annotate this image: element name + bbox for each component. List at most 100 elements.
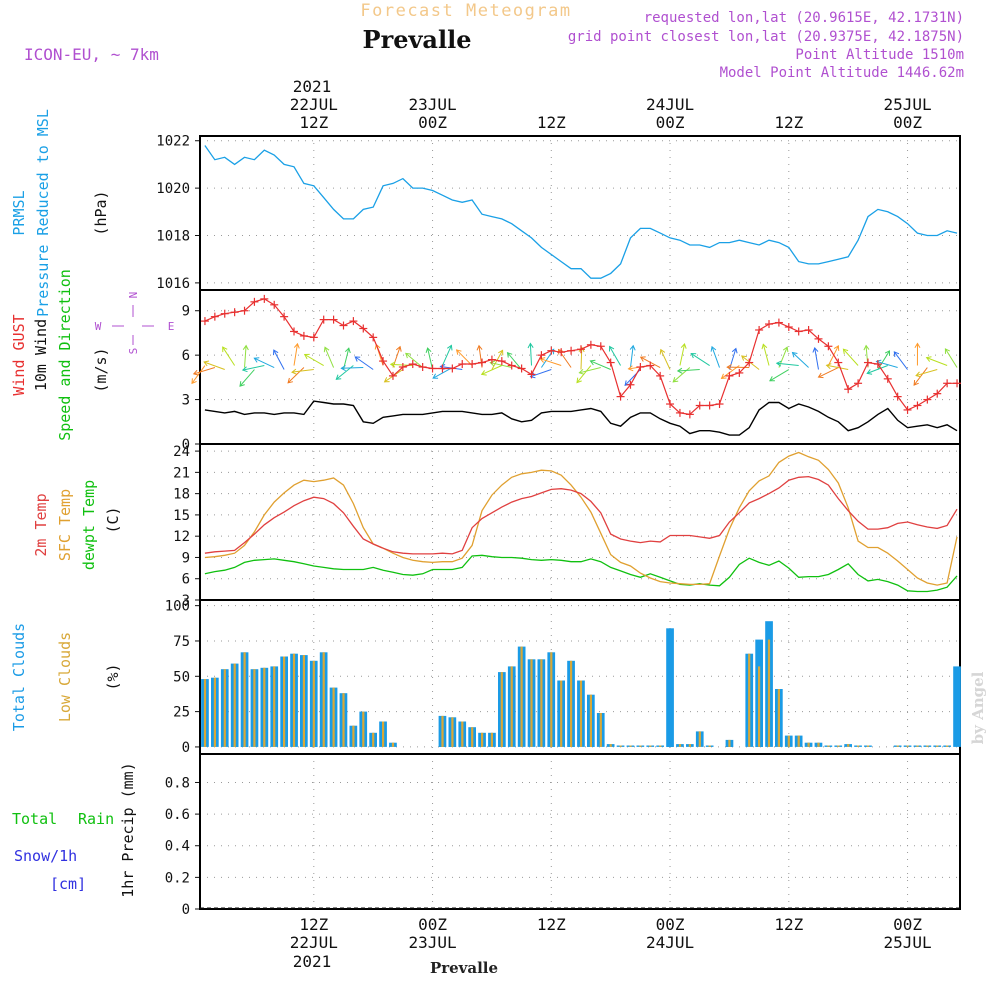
wind-arrow-head	[405, 352, 411, 359]
compass-s: S	[127, 348, 140, 355]
wind-speed-dir-label: Speed and Direction	[56, 269, 74, 441]
model-label: ICON-EU, ~ 7km	[24, 45, 159, 64]
wind-arrow-head	[323, 346, 330, 353]
total-cloud-bar	[953, 666, 961, 747]
clouds-panel: 0 25 50 75 100	[165, 599, 961, 756]
dewpt-line	[204, 554, 958, 593]
wind-arrow	[287, 367, 305, 384]
wind-arrow	[354, 356, 374, 370]
precip-ytick-label: 0	[182, 902, 190, 918]
wind-arrow-head	[222, 346, 228, 353]
gridpoint-coords: grid point closest lon,lat (20.9375E, 42…	[568, 29, 964, 45]
low-cloud-bar	[847, 744, 850, 747]
compass-rose: N S W E	[95, 292, 175, 355]
wind-arrow-head	[690, 352, 697, 359]
wind-arrow	[273, 349, 285, 370]
low-cloud-bar	[807, 742, 810, 747]
wind-arrow-head	[527, 342, 534, 349]
precip-ytick-label: 0.2	[165, 870, 190, 886]
wind-arrow-head	[812, 346, 819, 353]
wind-arrow-head	[944, 348, 951, 354]
precip-ytick-label: 0.6	[165, 807, 190, 823]
dewpt-label: dewpt Temp	[80, 480, 98, 570]
low-cloud-bar	[797, 735, 800, 747]
wind-arrow	[769, 369, 790, 382]
wind-arrow-head	[639, 356, 646, 362]
wind-arrow-head	[425, 347, 432, 353]
wind-arrow-head	[866, 369, 873, 375]
low-cloud-bar	[233, 663, 236, 747]
low-cloud-bar	[382, 721, 385, 747]
low-cloud-bar	[619, 745, 622, 747]
wind-arrow	[341, 367, 364, 369]
low-cloud-bar	[678, 744, 682, 747]
low-cloud-bar	[827, 745, 830, 747]
low-cloud-bar	[777, 689, 780, 747]
wind-unit-label: (m/s)	[92, 347, 110, 392]
pressure-unit-label: (hPa)	[92, 190, 110, 235]
low-cloud-bar	[332, 687, 335, 747]
wind-arrow-head	[676, 367, 683, 374]
wind-arrow	[776, 362, 799, 367]
wind-arrow-head	[833, 345, 840, 351]
wind-arrow	[826, 364, 849, 371]
precip-ytick-label: 0.8	[165, 775, 190, 791]
pressure-ytick-label: 1020	[156, 181, 190, 197]
low-cloud-bar	[579, 680, 583, 747]
temp-ytick-label: 18	[173, 487, 190, 503]
low-cloud-bar	[461, 721, 464, 747]
low-cloud-bar	[599, 713, 602, 747]
top-year-label: 2021	[293, 77, 332, 96]
wind-ytick-label: 0	[182, 437, 190, 453]
wind-arrow	[913, 367, 928, 386]
wind-arrow-head	[476, 344, 483, 351]
wind-arrow-head	[340, 365, 346, 372]
wind-10m-line	[204, 400, 958, 436]
low-cloud-bar	[817, 742, 820, 747]
bottom-year-label: 2021	[293, 952, 332, 971]
wind-arrow-head	[447, 344, 453, 351]
wind-arrow-head	[863, 344, 870, 351]
wind-arrow-head	[287, 377, 294, 384]
wind-arrow	[762, 344, 770, 366]
wind-arrow-head	[383, 377, 390, 383]
rain-label: Rain	[78, 810, 114, 828]
bottom-time-label: 12Z	[299, 915, 328, 934]
wind-arrow-head	[344, 347, 351, 354]
low-cloud-bar	[767, 639, 771, 747]
low-cloud-bar	[708, 745, 711, 747]
footer-station: Prevalle	[430, 959, 498, 977]
wind-panel-labels: Wind GUST 10m Wind Speed and Direction (…	[10, 269, 174, 441]
compass-e: E	[168, 320, 175, 333]
wind-arrow	[324, 347, 335, 368]
low-cloud-bar	[253, 669, 256, 747]
clouds-ytick-label: 0	[182, 740, 190, 756]
compass-w: W	[95, 320, 102, 333]
top-date-label: 23JUL	[408, 95, 456, 114]
wind-arrow-head	[576, 377, 582, 384]
wind-arrow	[926, 357, 948, 366]
precip-ytick-label: 0.4	[165, 839, 190, 855]
wind-arrow-head	[761, 343, 768, 350]
low-cloud-bar	[391, 742, 395, 747]
wind-arrow	[540, 358, 562, 366]
top-time-label: 12Z	[299, 113, 328, 132]
model-point-altitude: Model Point Altitude 1446.62m	[720, 65, 964, 81]
wind-arrow-head	[241, 366, 248, 373]
wind-arrow	[677, 369, 700, 372]
wind-arrow-head	[203, 360, 210, 367]
clouds-ytick-label: 50	[173, 669, 190, 685]
wind-arrow-head	[354, 356, 361, 362]
bottom-time-label: 00Z	[893, 915, 922, 934]
wind-10m-label: 10m Wind	[32, 319, 50, 391]
total-clouds-label: Total Clouds	[10, 623, 28, 731]
wind-arrow	[291, 369, 314, 373]
wind-arrow	[876, 360, 898, 368]
temp-ytick-label: 3	[182, 593, 190, 609]
low-cloud-bar	[589, 694, 592, 747]
low-cloud-bar	[500, 672, 503, 747]
pressure-ytick-label: 1016	[156, 276, 190, 292]
wind-arrow	[507, 352, 522, 370]
wind-arrow-head	[273, 349, 279, 356]
